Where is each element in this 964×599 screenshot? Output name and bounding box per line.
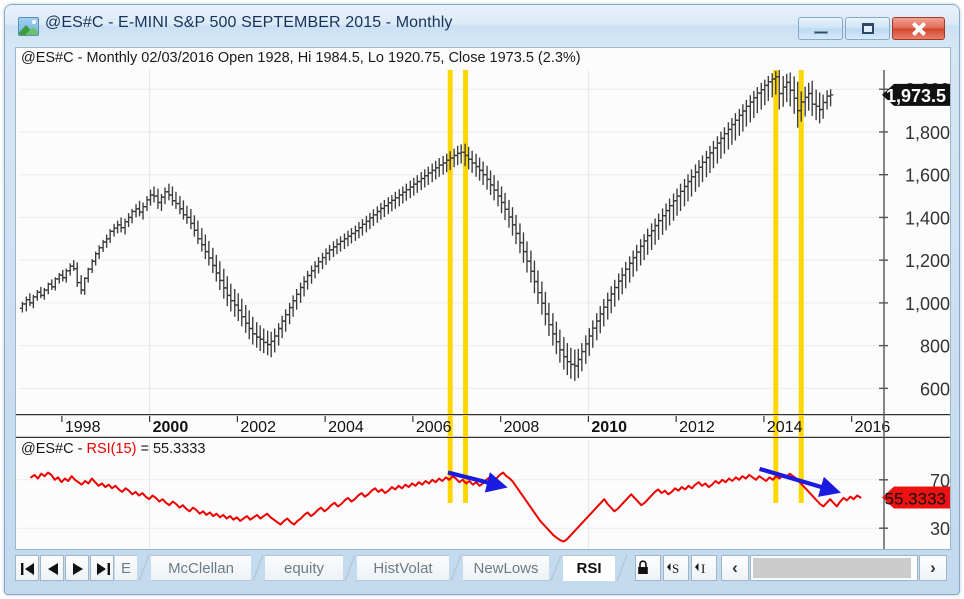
tab-separator	[138, 555, 150, 581]
minimize-icon	[813, 30, 828, 34]
price-axis-label: 1,200	[905, 251, 950, 271]
price-axis-label: 1,600	[905, 166, 950, 186]
chart-tab-bar[interactable]: E McClellan equity HistVolat NewLows RSI…	[15, 551, 951, 587]
chart-image-icon	[18, 17, 39, 36]
price-axis-label: 600	[920, 379, 950, 399]
price-axis-label: 1,800	[905, 123, 950, 143]
bearish-divergence-arrow-1	[447, 470, 508, 493]
tab-separator	[616, 555, 628, 581]
x-axis-label: 2006	[416, 419, 452, 436]
x-axis-label: 2008	[504, 419, 540, 436]
x-axis-label: 2014	[767, 419, 803, 436]
rsi-legend: @ES#C - RSI(15) = 55.3333	[21, 441, 205, 457]
scroll-left-button[interactable]: ‹	[721, 555, 749, 581]
ohlc-bars	[19, 70, 834, 381]
rsi-pane[interactable]: @ES#C - RSI(15) = 55.3333 70 30 55.3333	[16, 438, 950, 550]
rsi-axis-label: 70	[930, 471, 950, 491]
tab-equity[interactable]: equity	[265, 555, 343, 581]
close-button[interactable]	[892, 17, 945, 40]
tab-rsi[interactable]: RSI	[563, 555, 615, 581]
indicator-button[interactable]: I	[691, 555, 717, 581]
svg-text:I: I	[701, 561, 705, 576]
highlight-band	[773, 70, 779, 414]
horizontal-scrollbar-thumb[interactable]	[753, 558, 911, 578]
rsi-value-tag: 55.3333	[882, 486, 950, 509]
x-axis-label: 1998	[65, 419, 101, 436]
last-price-tag: 1,973.5	[882, 83, 950, 106]
maximize-icon	[861, 22, 874, 34]
lock-button[interactable]	[635, 555, 661, 581]
bearish-divergence-arrow-2	[758, 466, 842, 497]
indicator-i-icon: I	[695, 561, 705, 576]
tab-separator	[252, 555, 264, 581]
svg-text:1,973.5: 1,973.5	[886, 86, 946, 106]
chart-client-area[interactable]: @ES#C - Monthly 02/03/2016 Open 1928, Hi…	[15, 47, 951, 550]
title-bar[interactable]: @ES#C - E-MINI S&P 500 SEPTEMBER 2015 - …	[5, 5, 959, 47]
x-axis-label: 2012	[679, 419, 715, 436]
svg-text:55.3333: 55.3333	[885, 490, 946, 509]
scale-s-icon: S	[667, 561, 679, 576]
highlight-band	[798, 70, 804, 414]
scroll-right-button[interactable]: ›	[919, 555, 947, 581]
minimize-button[interactable]	[798, 17, 843, 40]
price-axis-label: 1,400	[905, 208, 950, 228]
price-axis-label: 800	[920, 337, 950, 357]
tab-histvolat[interactable]: HistVolat	[357, 555, 449, 581]
highlight-band	[463, 70, 469, 414]
quote-info-bar: @ES#C - Monthly 02/03/2016 Open 1928, Hi…	[21, 50, 581, 66]
maximize-button[interactable]	[845, 17, 890, 40]
tab-separator	[344, 555, 356, 581]
scale-button[interactable]: S	[663, 555, 689, 581]
rsi-line	[30, 471, 862, 543]
rsi-axis-label: 30	[930, 519, 950, 539]
window-title: @ES#C - E-MINI S&P 500 SEPTEMBER 2015 - …	[45, 14, 453, 31]
price-chart-svg[interactable]: 2,0001,8001,6001,4001,2001,0008006001,97…	[16, 70, 950, 414]
lock-icon	[638, 560, 648, 574]
highlight-band	[447, 70, 453, 414]
x-axis-label: 2010	[591, 419, 627, 436]
tab-separator	[450, 555, 462, 581]
x-axis-label: 2004	[328, 419, 364, 436]
next-page-button[interactable]	[65, 555, 89, 581]
x-axis-svg: 1998 2000 2002 2004 2006 2008 2010 2012 2014 2016	[16, 414, 950, 438]
last-page-button[interactable]	[90, 555, 114, 581]
tab-mcclellan[interactable]: McClellan	[151, 555, 251, 581]
price-axis-label: 1,000	[905, 294, 950, 314]
close-icon	[911, 21, 927, 37]
tab-e[interactable]: E	[115, 555, 137, 581]
application-window: @ES#C - E-MINI S&P 500 SEPTEMBER 2015 - …	[4, 4, 960, 595]
x-axis-label: 2000	[153, 419, 189, 436]
x-axis-label: 2002	[240, 419, 276, 436]
tab-newlows[interactable]: NewLows	[463, 555, 549, 581]
x-axis-pane: 1998 2000 2002 2004 2006 2008 2010 2012 2014 2016	[16, 414, 950, 438]
rsi-chart-svg[interactable]: @ES#C - RSI(15) = 55.3333 70 30 55.3333	[16, 438, 950, 550]
price-pane[interactable]: 2,0001,8001,6001,4001,2001,0008006001,97…	[16, 70, 950, 414]
x-axis-label: 2016	[855, 419, 891, 436]
tab-separator	[550, 555, 562, 581]
first-page-button[interactable]	[15, 555, 39, 581]
svg-text:S: S	[672, 561, 679, 576]
horizontal-scrollbar-track[interactable]	[750, 555, 918, 581]
previous-page-button[interactable]	[40, 555, 64, 581]
